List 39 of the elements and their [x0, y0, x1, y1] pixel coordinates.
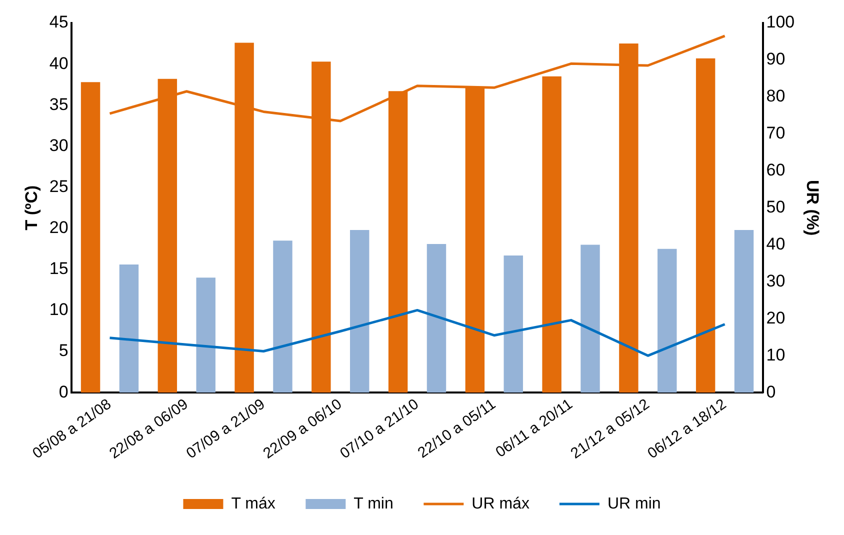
bar	[542, 76, 562, 393]
y-tick-label: 20	[49, 218, 68, 238]
y2-tick-label: 40	[766, 234, 786, 254]
y2-axis-title: UR (%)	[803, 180, 822, 236]
y-axis-title: T (ºC)	[22, 185, 41, 230]
y-tick-label: 30	[49, 136, 68, 155]
y2-tick-label: 80	[766, 86, 786, 106]
bar	[273, 240, 292, 393]
y2-tick-label: 90	[766, 50, 786, 69]
legend-label: T máx	[231, 495, 276, 512]
bar	[658, 248, 677, 393]
legend-label: T min	[354, 495, 394, 512]
y-tick-label: 25	[49, 176, 68, 196]
y-tick-label: 5	[58, 341, 68, 360]
y2-tick-label: 50	[766, 198, 786, 216]
y2-tick-label: 30	[766, 271, 786, 290]
bar	[196, 278, 216, 393]
y2-tick-label: 60	[766, 160, 786, 180]
bar	[426, 244, 446, 393]
y-tick-label: 15	[49, 259, 68, 278]
bar	[580, 244, 600, 393]
y2-tick-label: 20	[766, 308, 786, 328]
y2-tick-label: 0	[766, 382, 776, 402]
y2-tick-label: 100	[766, 12, 795, 32]
y-tick-label: 45	[49, 12, 68, 32]
bar	[734, 230, 754, 393]
bar	[119, 264, 139, 393]
y-tick-label: 0	[58, 382, 68, 402]
y2-tick-label: 70	[766, 124, 786, 143]
bar	[696, 58, 716, 393]
legend-label: UR min	[607, 495, 661, 512]
bar	[350, 230, 370, 393]
legend-label: UR máx	[472, 495, 530, 512]
bar	[504, 255, 523, 393]
y2-tick-label: 10	[766, 345, 786, 364]
y-tick-label: 35	[49, 94, 68, 114]
y-tick-label: 10	[49, 300, 68, 320]
y-tick-label: 40	[49, 54, 68, 73]
bar	[80, 82, 100, 393]
